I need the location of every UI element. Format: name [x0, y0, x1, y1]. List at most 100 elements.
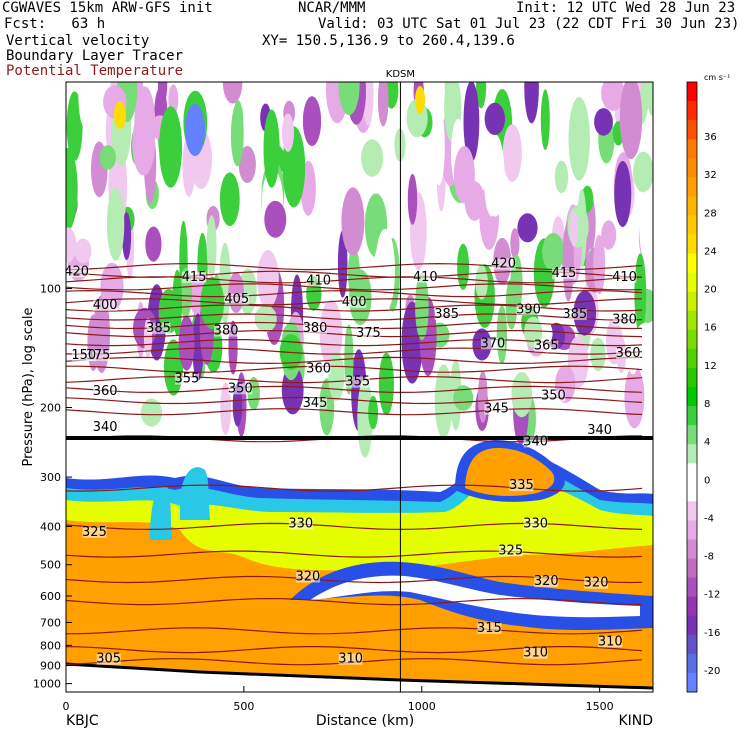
isentrope-label-bg — [288, 518, 313, 530]
isentrope-label: 355 — [345, 375, 370, 390]
isentrope-label: 325 — [82, 525, 107, 540]
colorbar-label: 28 — [704, 208, 717, 219]
isentrope-label: 400 — [342, 295, 367, 310]
isentrope-label: 310 — [523, 646, 548, 661]
wave-cell — [219, 172, 240, 227]
colorbar-swatch — [687, 310, 697, 331]
wave-cell — [377, 82, 389, 127]
wave-cell — [524, 82, 539, 124]
isentrope-label-bg — [491, 258, 516, 270]
colorbar-swatch — [687, 501, 697, 521]
isentrope-label: 335 — [509, 478, 534, 493]
isentrope-label: 415 — [182, 270, 207, 285]
wave-cell — [502, 124, 522, 182]
isentrope-label: 360 — [616, 346, 641, 361]
wave-cell — [337, 230, 348, 299]
isentrope-label-bg — [552, 268, 577, 280]
y-tick-label: 200 — [40, 401, 61, 414]
wave-cell — [282, 113, 294, 152]
isentrope-label-bg — [612, 314, 637, 326]
isentrope-label-bg — [516, 304, 541, 316]
wave-cell — [80, 82, 97, 118]
isentrope-label-bg — [303, 322, 328, 334]
isentrope-label: 410 — [413, 270, 438, 285]
isentrope-label-bg — [306, 363, 331, 375]
wave-cell — [457, 243, 470, 290]
isentrope-label: 150 — [71, 348, 96, 363]
potential-temperature-contours — [66, 262, 643, 666]
wave-cell — [66, 147, 78, 231]
isentrope-labels: 420 415 410 410 420 415 410 400 405 400 385 390 385 3… — [66, 257, 641, 667]
organization: NCAR/MMM — [298, 0, 366, 16]
isentrope-label-bg — [509, 480, 534, 492]
left-station-label: KBJC — [66, 713, 99, 729]
isentrope-label: 355 — [175, 372, 200, 387]
y-tick-label: 800 — [40, 639, 61, 652]
wave-cell — [375, 228, 395, 312]
colorbar-label: -16 — [704, 628, 720, 639]
isentrope-label: 360 — [93, 384, 118, 399]
convective-tower-2 — [150, 486, 172, 540]
isentrope-label: 385 — [146, 321, 171, 336]
colorbar: 36 32 28 24 20 16 12 8 4 0 -4 -8 -12 -16 -20 — [686, 81, 720, 693]
wave-cell — [264, 200, 287, 238]
wave-cell — [117, 310, 132, 384]
isentrope-label-bg — [584, 577, 609, 589]
isentrope-label-bg — [498, 545, 523, 557]
wave-cell — [619, 82, 643, 160]
x-axis-ticks: 0 500 1000 1500 — [63, 686, 614, 713]
isentrope-label-bg — [523, 647, 548, 659]
isentrope-label-bg — [342, 296, 367, 308]
y-tick-label: 900 — [40, 660, 61, 673]
isentrope-label: 305 — [96, 652, 121, 667]
isentrope-label: 420 — [491, 257, 516, 272]
isentrope-label: 340 — [587, 423, 612, 438]
colorbar-swatch — [687, 82, 697, 102]
colorbar-swatch — [687, 234, 697, 255]
isentrope-label: 385 — [434, 307, 459, 322]
colorbar-swatch — [687, 406, 697, 426]
isentrope-label: 410 — [306, 273, 331, 288]
wave-cell — [453, 146, 475, 204]
wave-cell — [633, 151, 653, 193]
right-station-label: KIND — [618, 713, 653, 729]
wave-cell — [517, 213, 538, 243]
isentrope — [66, 313, 643, 321]
isentrope-label: 320 — [296, 569, 321, 584]
wave-cell — [510, 228, 520, 259]
wave-cell — [74, 238, 92, 264]
colorbar-label: 36 — [704, 132, 717, 143]
wave-cell — [114, 101, 126, 129]
isentrope-label: 400 — [93, 298, 118, 313]
wave-cell — [66, 91, 83, 161]
colorbar-swatch — [687, 653, 697, 674]
wave-cell — [524, 316, 543, 348]
isentrope — [66, 550, 643, 558]
isentrope-label-bg — [612, 271, 637, 283]
terrain — [66, 664, 653, 692]
wave-cell — [415, 86, 425, 114]
isentrope — [66, 408, 643, 416]
wave-cell — [568, 97, 590, 181]
colorbar-swatch — [687, 101, 697, 121]
wave-cell — [122, 212, 132, 261]
colorbar-label: 8 — [704, 399, 710, 410]
wave-cell — [378, 352, 394, 415]
isentrope — [66, 289, 643, 298]
colorbar-swatch — [687, 387, 697, 407]
stable-layer-core — [310, 575, 640, 618]
isentrope-label: 345 — [484, 402, 509, 417]
isentrope-label-bg — [356, 328, 381, 340]
isentrope-label-bg — [224, 293, 249, 305]
wave-cell — [540, 89, 550, 150]
wave-cell — [634, 253, 647, 335]
colorbar-swatch — [687, 596, 697, 617]
isentrope-label-bg — [534, 340, 559, 352]
wave-cell — [624, 365, 645, 429]
isentrope-label: 360 — [306, 361, 331, 376]
wave-cell — [159, 106, 183, 188]
isentrope-label: 405 — [224, 292, 249, 307]
isentrope-label: 325 — [498, 543, 523, 558]
isentrope-label: 380 — [303, 321, 328, 336]
plot-fill: 420 415 410 410 420 415 410 400 405 400 385 390 385 3… — [66, 82, 653, 692]
